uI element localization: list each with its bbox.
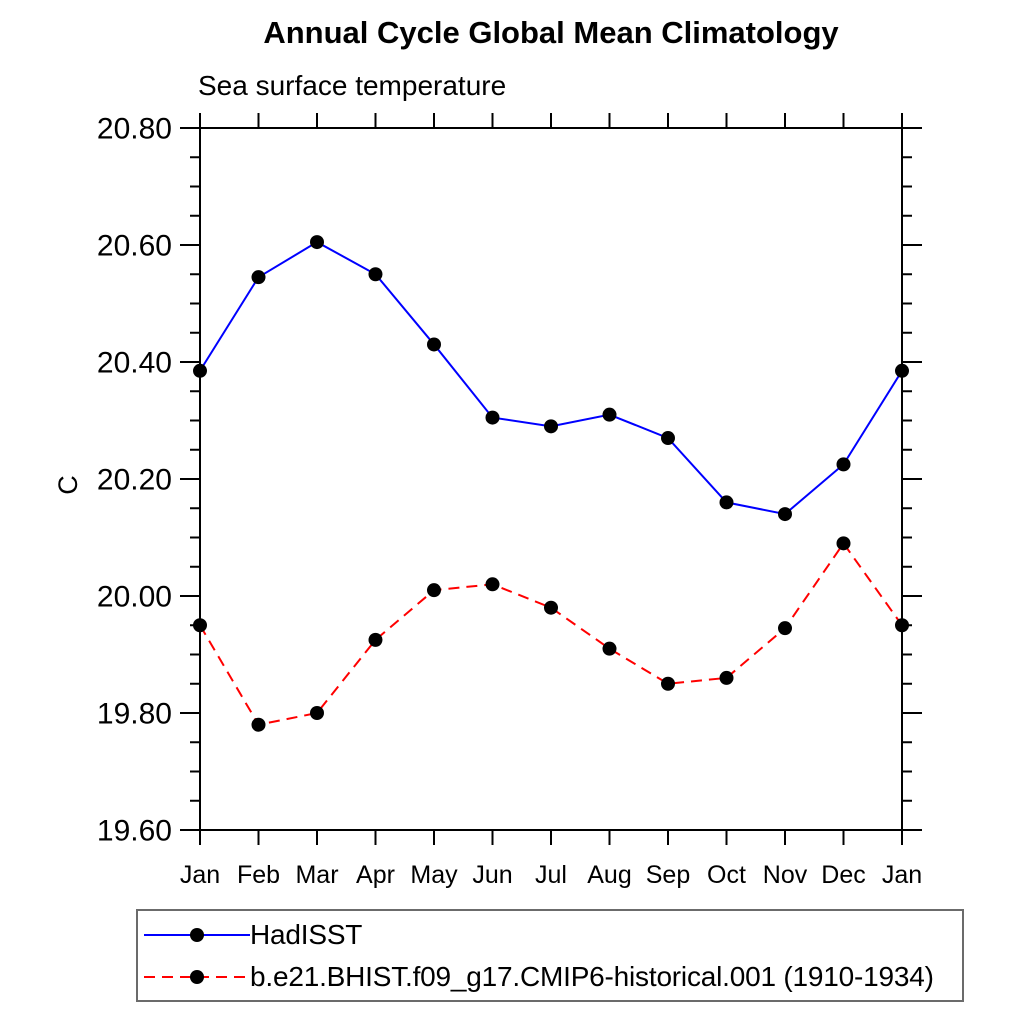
data-point [719,670,734,685]
data-point [193,363,207,378]
legend-row-model: b.e21.BHIST.f09_g17.CMIP6-historical.001… [144,956,962,998]
x-tick-label: Nov [763,861,808,889]
data-point [836,536,851,551]
y-tick-label: 19.60 [97,815,172,848]
x-tick-label: Apr [356,861,395,889]
data-point [251,717,266,732]
data-point [485,410,500,425]
x-tick-label: Mar [295,861,338,889]
data-point [895,618,909,633]
y-tick-label: 20.40 [97,347,172,380]
y-tick-label: 20.80 [97,113,172,146]
data-point [661,676,675,691]
data-point [368,267,383,282]
plot-frame [199,127,903,831]
data-point [778,621,792,636]
data-point [193,618,207,633]
y-tick-label: 20.00 [97,581,172,614]
x-tick-label: Jun [472,861,512,889]
legend-label-model: b.e21.BHIST.f09_g17.CMIP6-historical.001… [250,960,934,992]
x-tick-label: Feb [237,861,280,889]
data-point [368,632,383,647]
legend-line-sample-dashed-icon [144,969,250,984]
data-point [310,706,324,720]
x-tick-label: Dec [821,861,865,889]
x-tick-label: Sep [646,861,690,889]
legend-row-hadisst: HadISST [144,914,962,956]
data-point [836,457,851,472]
y-tick-label: 19.80 [97,698,172,731]
legend-label-hadisst: HadISST [250,918,363,950]
x-tick-label: Jan [882,861,922,889]
data-point [778,507,792,522]
series-line-0 [199,240,903,516]
data-point [602,641,617,656]
series-line-1 [199,541,903,726]
data-point [427,583,441,598]
data-point [251,270,266,285]
data-point [602,407,617,422]
x-tick-label: May [410,861,458,889]
chart-title: Annual Cycle Global Mean Climatology [263,15,839,50]
data-point [895,363,909,378]
legend-line-sample-solid-icon [144,927,250,942]
y-tick-label: 20.20 [97,464,172,497]
data-point [544,600,558,615]
x-tick-label: Oct [707,861,746,889]
data-point [661,431,675,446]
x-tick-label: Jan [180,861,220,889]
x-tick-label: Aug [587,861,631,889]
y-tick-label: 20.60 [97,230,172,263]
data-point [310,235,324,250]
chart-subtitle: Sea surface temperature [198,70,507,101]
x-tick-label: Jul [535,861,567,889]
data-point [427,337,441,352]
data-point [719,495,734,510]
data-point [485,577,500,592]
legend: HadISST b.e21.BHIST.f09_g17.CMIP6-histor… [136,909,964,1002]
data-point [544,419,558,434]
